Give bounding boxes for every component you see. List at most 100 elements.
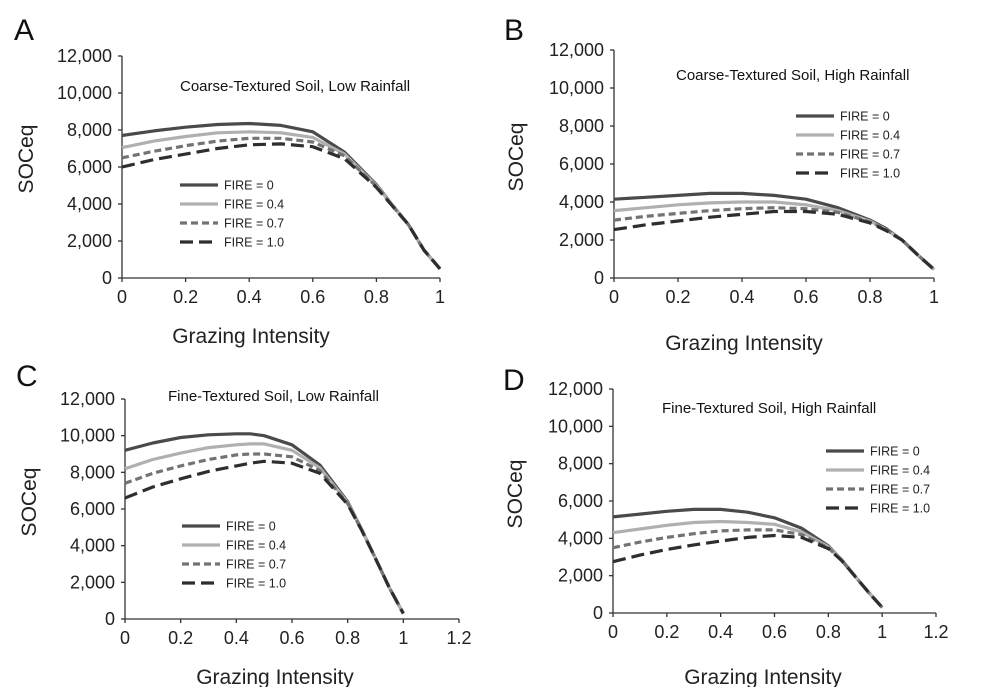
x-tick-label: 1.2 [446, 628, 471, 648]
legend-label-4: FIRE = 1.0 [870, 502, 930, 516]
x-axis-title: Grazing Intensity [196, 666, 354, 687]
chart-title: Coarse-Textured Soil, High Rainfall [676, 67, 909, 84]
y-tick-label: 0 [593, 603, 603, 623]
panel-letter: D [503, 364, 525, 397]
y-tick-label: 2,000 [559, 230, 604, 250]
y-axis-title: SOCeq [504, 460, 527, 529]
panel-letter: C [16, 360, 38, 393]
legend-label-2: FIRE = 0.4 [224, 198, 284, 212]
y-tick-label: 6,000 [559, 154, 604, 174]
x-tick-label: 0.2 [654, 622, 679, 642]
chart-panel-d: D Fine-Textured Soil, High Rainfall 0 2,000… [503, 364, 949, 687]
legend-label-1: FIRE = 0 [870, 445, 920, 459]
legend-label-4: FIRE = 1.0 [840, 167, 900, 181]
series-line-4 [612, 533, 884, 609]
x-tick-label: 0 [608, 622, 618, 642]
x-tick-label: 1 [929, 287, 939, 307]
y-axis-title: SOCeq [505, 123, 528, 192]
x-tick-label: 0.6 [300, 287, 325, 307]
x-tick-label: 0.6 [762, 622, 787, 642]
x-tick-label: 0.4 [708, 622, 733, 642]
y-tick-label: 4,000 [67, 194, 112, 214]
series-line-4 [613, 209, 936, 271]
x-tick-label: 0.4 [729, 287, 754, 307]
series-line-3 [121, 136, 442, 270]
legend-label-2: FIRE = 0.4 [226, 539, 286, 553]
x-tick-label: 0.8 [364, 287, 389, 307]
y-tick-label: 8,000 [67, 120, 112, 140]
chart-title: Fine-Textured Soil, High Rainfall [662, 400, 876, 417]
x-tick-label: 0.2 [173, 287, 198, 307]
x-tick-label: 1.2 [923, 622, 948, 642]
x-tick-label: 1 [398, 628, 408, 648]
x-tick-label: 0 [120, 628, 130, 648]
y-tick-label: 2,000 [558, 566, 603, 586]
panel-letter: B [504, 14, 524, 47]
y-tick-label: 8,000 [559, 116, 604, 136]
legend-label-3: FIRE = 0.7 [840, 148, 900, 162]
y-tick-label: 10,000 [57, 83, 112, 103]
y-tick-label: 12,000 [548, 379, 603, 399]
x-tick-label: 0 [609, 287, 619, 307]
chart-panel-a: A Coarse-Textured Soil, Low Rainfall 0 2,00… [14, 14, 445, 348]
y-tick-label: 12,000 [60, 389, 115, 409]
y-axis-title: SOCeq [15, 125, 38, 194]
chart-panel-b: B Coarse-Textured Soil, High Rainfall 0 2,0… [504, 14, 939, 355]
y-tick-label: 12,000 [549, 40, 604, 60]
series-line-4 [121, 142, 442, 270]
legend-label-2: FIRE = 0.4 [870, 464, 930, 478]
legend: FIRE = 0 FIRE = 0.4 FIRE = 0.7 FIRE = 1.0 [180, 179, 284, 250]
chart-panel-c: C Fine-Textured Soil, Low Rainfall 0 2,000 4… [16, 360, 472, 687]
series-line-3 [613, 206, 936, 271]
y-tick-label: 0 [105, 609, 115, 629]
y-tick-label: 10,000 [549, 78, 604, 98]
legend: FIRE = 0 FIRE = 0.4 FIRE = 0.7 FIRE = 1.0 [796, 110, 900, 181]
y-tick-label: 4,000 [70, 536, 115, 556]
legend-label-2: FIRE = 0.4 [840, 129, 900, 143]
chart-title: Coarse-Textured Soil, Low Rainfall [180, 78, 410, 95]
x-axis-title: Grazing Intensity [172, 325, 330, 348]
legend-label-3: FIRE = 0.7 [870, 483, 930, 497]
x-tick-label: 0.8 [335, 628, 360, 648]
legend-label-1: FIRE = 0 [226, 520, 276, 534]
y-tick-label: 2,000 [67, 231, 112, 251]
x-tick-label: 0.8 [857, 287, 882, 307]
y-tick-label: 4,000 [558, 528, 603, 548]
series-line-3 [124, 452, 405, 615]
x-tick-label: 0.6 [793, 287, 818, 307]
y-tick-label: 12,000 [57, 46, 112, 66]
x-tick-label: 1 [877, 622, 887, 642]
panel-letter: A [14, 14, 34, 47]
x-tick-label: 1 [435, 287, 445, 307]
y-tick-label: 6,000 [67, 157, 112, 177]
legend-label-4: FIRE = 1.0 [226, 577, 286, 591]
x-tick-label: 0.6 [279, 628, 304, 648]
legend-label-1: FIRE = 0 [840, 110, 890, 124]
legend-label-4: FIRE = 1.0 [224, 236, 284, 250]
x-axis-title: Grazing Intensity [684, 666, 842, 687]
x-axis-title: Grazing Intensity [665, 332, 823, 355]
series-line-4 [124, 459, 405, 615]
y-tick-label: 10,000 [60, 426, 115, 446]
y-tick-label: 4,000 [559, 192, 604, 212]
y-axis-title: SOCeq [18, 468, 41, 537]
legend: FIRE = 0 FIRE = 0.4 FIRE = 0.7 FIRE = 1.0 [182, 520, 286, 591]
y-tick-label: 0 [102, 268, 112, 288]
legend-label-3: FIRE = 0.7 [224, 217, 284, 231]
x-tick-label: 0.4 [224, 628, 249, 648]
legend: FIRE = 0 FIRE = 0.4 FIRE = 0.7 FIRE = 1.0 [826, 445, 930, 516]
y-tick-label: 8,000 [70, 462, 115, 482]
y-tick-label: 2,000 [70, 572, 115, 592]
y-tick-label: 6,000 [558, 491, 603, 511]
y-tick-label: 10,000 [548, 416, 603, 436]
legend-label-3: FIRE = 0.7 [226, 558, 286, 572]
legend-label-1: FIRE = 0 [224, 179, 274, 193]
chart-title: Fine-Textured Soil, Low Rainfall [168, 388, 379, 405]
x-tick-label: 0.2 [168, 628, 193, 648]
y-tick-label: 0 [594, 268, 604, 288]
y-tick-label: 8,000 [558, 454, 603, 474]
y-tick-label: 6,000 [70, 499, 115, 519]
x-tick-label: 0.2 [665, 287, 690, 307]
x-tick-label: 0.4 [237, 287, 262, 307]
